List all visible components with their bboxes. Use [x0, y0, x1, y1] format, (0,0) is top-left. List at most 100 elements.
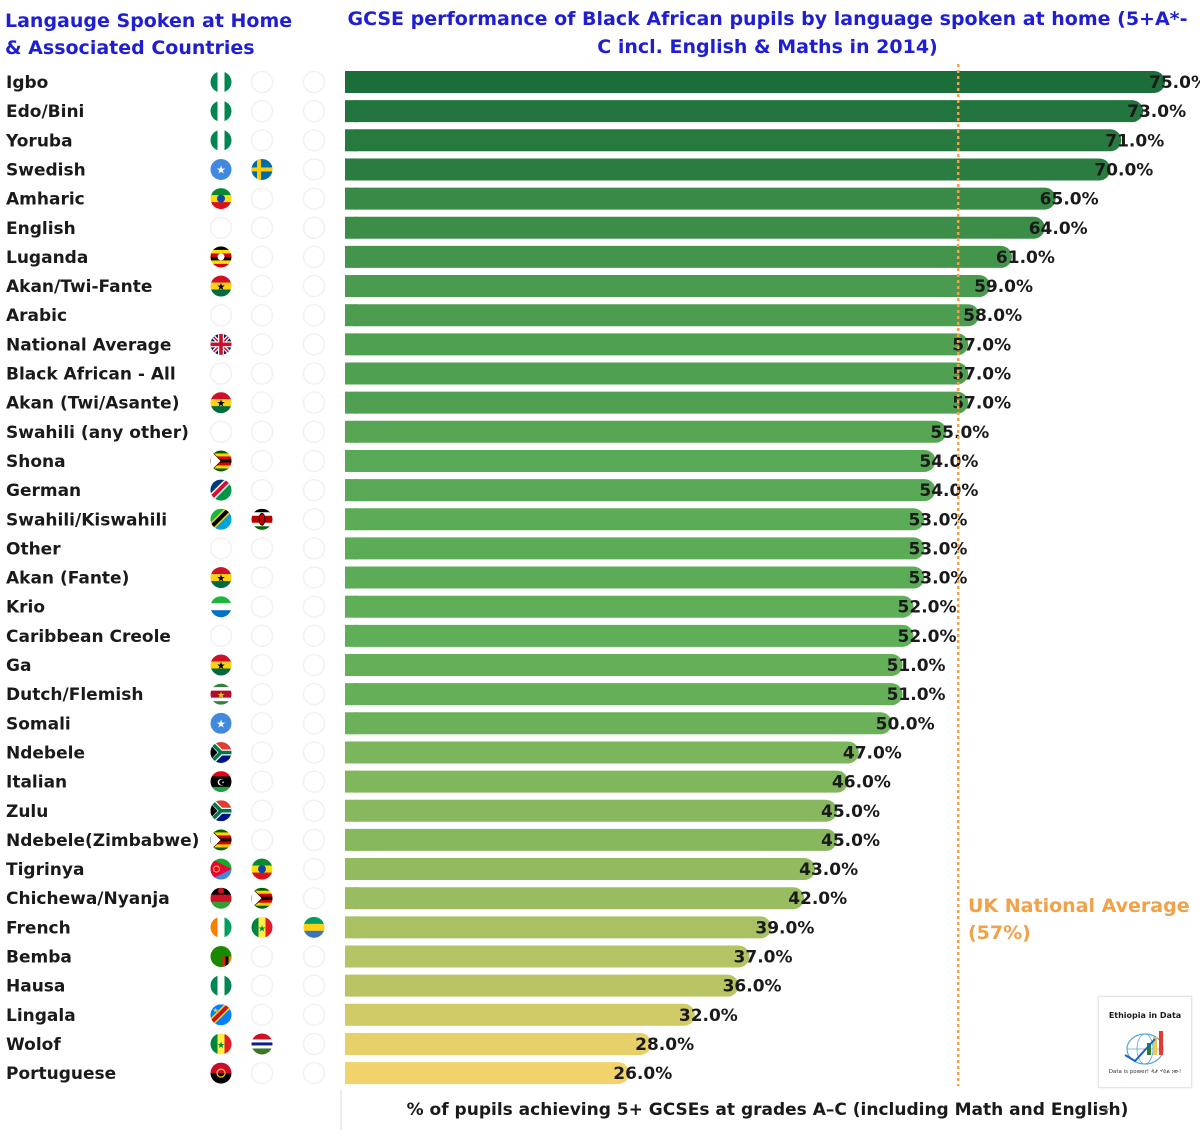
bar[interactable]: [345, 100, 1144, 123]
value-label: 53.0%: [908, 510, 967, 530]
bar[interactable]: [345, 420, 947, 443]
value-label: 61.0%: [996, 248, 1055, 268]
suriname-flag-icon: ★: [210, 683, 232, 705]
empty-flag-slot: [209, 420, 233, 444]
value-label: 32.0%: [679, 1006, 738, 1026]
empty-flag-slot: [250, 712, 274, 735]
empty-flag-slot: [250, 624, 274, 648]
angola-flag-icon: [210, 1062, 232, 1084]
bar[interactable]: [345, 275, 991, 298]
bar-left-edge: [345, 129, 357, 152]
bar[interactable]: [345, 216, 1045, 239]
value-label: 54.0%: [919, 481, 978, 501]
bar[interactable]: [345, 391, 969, 414]
empty-flag-slot: [302, 595, 326, 618]
bar[interactable]: [345, 537, 925, 560]
svg-text:★: ★: [217, 691, 225, 701]
bar[interactable]: [345, 362, 969, 385]
empty-flag-slot: [302, 362, 326, 385]
bar[interactable]: [345, 1003, 695, 1026]
svg-text:★: ★: [217, 1041, 225, 1051]
ethiopia-flag-icon: [251, 858, 273, 880]
libya-flag-icon: ☪: [210, 771, 232, 793]
bar-left-edge: [345, 624, 357, 647]
bar[interactable]: [345, 624, 914, 647]
bar[interactable]: [345, 683, 903, 706]
value-label: 55.0%: [930, 423, 989, 443]
empty-flag-slot: [302, 799, 326, 822]
filter-icon[interactable]: [1103, 1108, 1109, 1114]
value-label: 73.0%: [1127, 102, 1186, 122]
value-label: 59.0%: [974, 277, 1033, 297]
svg-text:★: ★: [217, 661, 226, 672]
empty-flag-slot: [302, 274, 326, 298]
category-label: Amharic: [6, 190, 85, 210]
empty-flag-slot: [302, 974, 326, 997]
bar[interactable]: [345, 333, 969, 356]
empty-flag-slot: [302, 682, 326, 706]
bar[interactable]: [345, 304, 980, 327]
value-label: 42.0%: [788, 889, 847, 909]
tanzania-flag-icon: [210, 508, 232, 530]
bar[interactable]: [345, 129, 1122, 152]
bar[interactable]: [345, 566, 925, 589]
bar[interactable]: [345, 595, 914, 618]
gambia-flag-icon: [251, 1033, 273, 1055]
category-label: Ndebele(Zimbabwe): [6, 831, 199, 851]
category-label: National Average: [6, 335, 171, 355]
bar[interactable]: [345, 158, 1111, 181]
category-label: Bemba: [6, 948, 72, 968]
bar[interactable]: [345, 245, 1012, 268]
empty-flag-slot: [250, 420, 274, 444]
bar[interactable]: [345, 479, 936, 502]
bar[interactable]: [345, 770, 848, 793]
empty-flag-slot: [250, 653, 274, 677]
bar-left-edge: [345, 100, 357, 123]
logo-subtitle: Data is power! ዳታ ሃይል ነው!: [1108, 1069, 1182, 1075]
empty-flag-slot: [302, 70, 326, 94]
empty-flag-slot: [302, 187, 326, 210]
category-labels: Igbo Edo/Bini Yoruba Swedish Amharic English L…: [5, 73, 199, 1084]
bar[interactable]: [345, 828, 837, 851]
empty-flag-slot: [250, 1061, 274, 1085]
empty-flag-slot: [302, 508, 326, 531]
bar-left-edge: [345, 1062, 357, 1085]
value-label: 65.0%: [1040, 190, 1099, 210]
bar[interactable]: [345, 945, 750, 968]
chart-title: GCSE performance of Black African pupils…: [347, 8, 1188, 58]
empty-flag-slot: [302, 449, 326, 473]
bar[interactable]: [345, 858, 816, 881]
bar[interactable]: [345, 1032, 652, 1055]
bar[interactable]: [345, 712, 892, 735]
bar[interactable]: [345, 71, 1165, 93]
bar[interactable]: [345, 799, 837, 822]
gabon-flag-icon: [303, 916, 325, 938]
bar-left-edge: [345, 595, 357, 618]
empty-flag-slot: [302, 537, 326, 560]
category-label: Other: [6, 539, 61, 559]
bar[interactable]: [345, 449, 936, 472]
empty-flag-slot: [302, 712, 326, 735]
bar[interactable]: [345, 974, 739, 997]
uk-flag-icon: [210, 333, 232, 355]
bar-left-edge: [345, 304, 357, 327]
value-label: 45.0%: [821, 802, 880, 822]
bar[interactable]: [345, 654, 903, 676]
bar[interactable]: [345, 887, 805, 910]
ghana-flag-icon: ★: [210, 275, 232, 297]
bar[interactable]: [345, 508, 925, 531]
uganda-flag-icon: [210, 246, 232, 268]
bar-left-edge: [345, 216, 357, 239]
empty-flag-slot: [302, 1003, 326, 1027]
bar[interactable]: [345, 916, 772, 939]
bar[interactable]: [345, 1062, 630, 1085]
bar-left-edge: [345, 683, 357, 706]
bar[interactable]: [345, 741, 859, 764]
value-label: 36.0%: [723, 977, 782, 997]
empty-flag-slot: [302, 566, 326, 589]
value-label: 71.0%: [1105, 131, 1164, 151]
empty-flag-slot: [250, 478, 274, 502]
empty-flag-slot: [250, 799, 274, 822]
bar[interactable]: [345, 187, 1056, 210]
